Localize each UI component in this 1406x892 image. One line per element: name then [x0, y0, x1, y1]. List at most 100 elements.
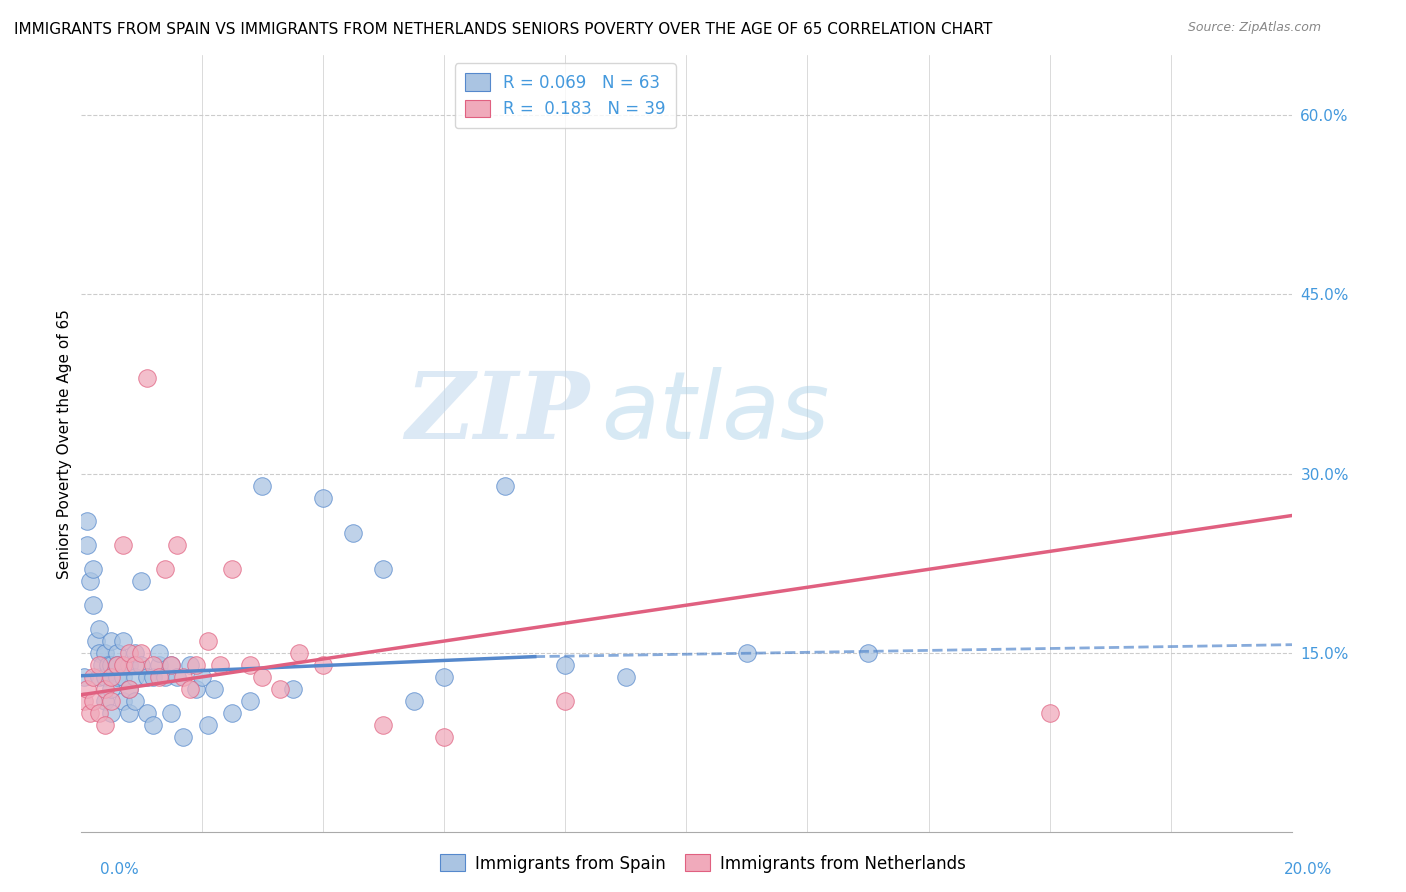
Point — [735, 646, 758, 660]
Point — [184, 681, 207, 696]
Point — [111, 670, 134, 684]
Point — [160, 706, 183, 720]
Point — [148, 646, 170, 660]
Point — [179, 658, 201, 673]
Point — [148, 670, 170, 684]
Point — [129, 646, 152, 660]
Point — [197, 634, 219, 648]
Point — [118, 646, 141, 660]
Point — [87, 622, 110, 636]
Point — [111, 538, 134, 552]
Point — [155, 562, 177, 576]
Point — [433, 670, 456, 684]
Text: IMMIGRANTS FROM SPAIN VS IMMIGRANTS FROM NETHERLANDS SENIORS POVERTY OVER THE AG: IMMIGRANTS FROM SPAIN VS IMMIGRANTS FROM… — [14, 22, 993, 37]
Point — [142, 718, 165, 732]
Point — [93, 694, 115, 708]
Point — [402, 694, 425, 708]
Point — [87, 646, 110, 660]
Point — [221, 706, 243, 720]
Text: atlas: atlas — [602, 368, 830, 458]
Point — [221, 562, 243, 576]
Point — [269, 681, 291, 696]
Point — [124, 694, 146, 708]
Point — [93, 718, 115, 732]
Point — [148, 658, 170, 673]
Point — [136, 670, 159, 684]
Point — [100, 670, 122, 684]
Point — [208, 658, 231, 673]
Point — [373, 718, 395, 732]
Point — [202, 681, 225, 696]
Point — [72, 670, 94, 684]
Point — [105, 646, 128, 660]
Point — [118, 706, 141, 720]
Point — [129, 658, 152, 673]
Y-axis label: Seniors Poverty Over the Age of 65: Seniors Poverty Over the Age of 65 — [58, 309, 72, 579]
Point — [136, 371, 159, 385]
Text: 0.0%: 0.0% — [100, 863, 139, 877]
Point — [118, 681, 141, 696]
Legend: R = 0.069   N = 63, R =  0.183   N = 39: R = 0.069 N = 63, R = 0.183 N = 39 — [454, 63, 675, 128]
Point — [76, 681, 98, 696]
Point — [155, 670, 177, 684]
Point — [179, 681, 201, 696]
Point — [142, 658, 165, 673]
Point — [100, 681, 122, 696]
Point — [124, 646, 146, 660]
Point — [84, 634, 107, 648]
Point — [281, 681, 304, 696]
Point — [111, 658, 134, 673]
Point — [160, 658, 183, 673]
Point — [72, 694, 94, 708]
Point — [373, 562, 395, 576]
Point — [252, 670, 274, 684]
Point — [239, 694, 262, 708]
Point — [554, 658, 576, 673]
Point — [76, 515, 98, 529]
Point — [87, 706, 110, 720]
Point — [90, 658, 112, 673]
Text: Source: ZipAtlas.com: Source: ZipAtlas.com — [1188, 21, 1322, 34]
Point — [142, 670, 165, 684]
Point — [105, 670, 128, 684]
Point — [173, 670, 195, 684]
Point — [105, 658, 128, 673]
Point — [166, 670, 188, 684]
Point — [287, 646, 309, 660]
Text: 20.0%: 20.0% — [1284, 863, 1331, 877]
Point — [93, 681, 115, 696]
Point — [87, 658, 110, 673]
Point — [100, 658, 122, 673]
Point — [184, 658, 207, 673]
Point — [433, 730, 456, 744]
Text: ZIP: ZIP — [405, 368, 589, 458]
Point — [614, 670, 637, 684]
Point — [173, 730, 195, 744]
Point — [252, 478, 274, 492]
Point — [82, 598, 104, 612]
Point — [100, 706, 122, 720]
Point — [190, 670, 212, 684]
Point — [342, 526, 364, 541]
Point — [554, 694, 576, 708]
Point — [856, 646, 879, 660]
Point — [160, 658, 183, 673]
Point — [97, 658, 120, 673]
Point — [76, 538, 98, 552]
Point — [494, 478, 516, 492]
Point — [118, 658, 141, 673]
Point — [82, 670, 104, 684]
Point — [100, 694, 122, 708]
Point — [124, 670, 146, 684]
Point — [312, 658, 335, 673]
Point — [87, 670, 110, 684]
Point — [111, 694, 134, 708]
Point — [1039, 706, 1062, 720]
Point — [79, 574, 101, 589]
Point — [111, 634, 134, 648]
Point — [124, 658, 146, 673]
Point — [105, 658, 128, 673]
Point — [118, 681, 141, 696]
Point — [136, 706, 159, 720]
Point — [166, 538, 188, 552]
